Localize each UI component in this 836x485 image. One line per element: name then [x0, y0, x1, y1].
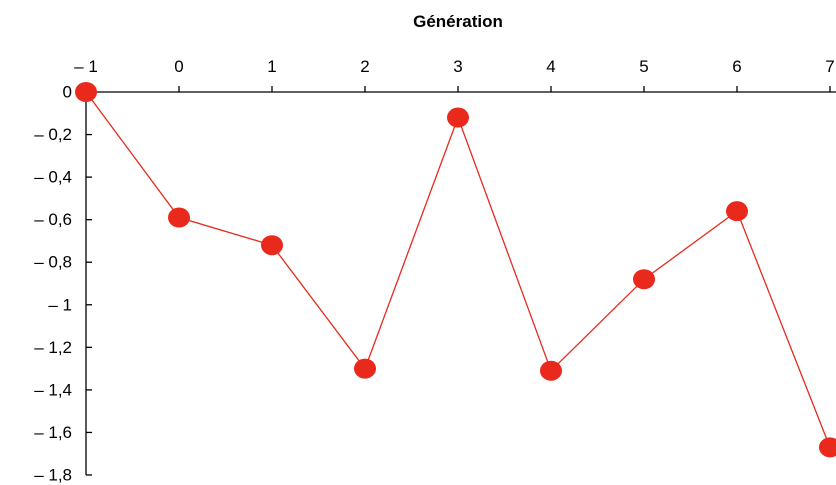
- data-point: [447, 107, 469, 128]
- x-axis-ticks: – 1 0 1 2 3 4 5 6 7: [74, 57, 835, 92]
- y-tick-label: – 1,8: [34, 466, 72, 485]
- x-tick-label: 7: [825, 57, 834, 76]
- data-point: [540, 360, 562, 381]
- series-layer: [75, 82, 836, 458]
- data-point: [261, 235, 283, 256]
- data-point: [354, 358, 376, 379]
- x-tick-label: 0: [174, 57, 183, 76]
- x-tick-label: 2: [360, 57, 369, 76]
- data-point: [168, 207, 190, 228]
- x-tick-label: – 1: [74, 57, 98, 76]
- data-point: [819, 437, 836, 458]
- data-point: [726, 201, 748, 222]
- y-tick-label: – 1,4: [34, 380, 72, 399]
- y-tick-label: – 1,2: [34, 338, 72, 357]
- y-tick-label: 0: [63, 83, 72, 102]
- x-tick-label: 3: [453, 57, 462, 76]
- y-tick-label: – 1,6: [34, 423, 72, 442]
- y-tick-label: – 0,8: [34, 253, 72, 272]
- x-tick-label: 5: [639, 57, 648, 76]
- series-line: [85, 91, 831, 448]
- y-tick-label: – 0,2: [34, 125, 72, 144]
- y-axis-ticks: 0 – 0,2 – 0,4 – 0,6 – 0,8 – 1 – 1,2 – 1,4 – 1,6 –…: [34, 83, 92, 485]
- data-point: [75, 82, 97, 102]
- data-point: [633, 269, 655, 290]
- y-tick-label: – 0,6: [34, 210, 72, 229]
- x-axis-title: Génération: [413, 12, 503, 31]
- y-tick-label: – 0,4: [34, 168, 72, 187]
- y-tick-label: – 1: [48, 295, 72, 314]
- x-tick-label: 1: [267, 57, 276, 76]
- x-tick-label: 6: [732, 57, 741, 76]
- x-tick-label: 4: [546, 57, 555, 76]
